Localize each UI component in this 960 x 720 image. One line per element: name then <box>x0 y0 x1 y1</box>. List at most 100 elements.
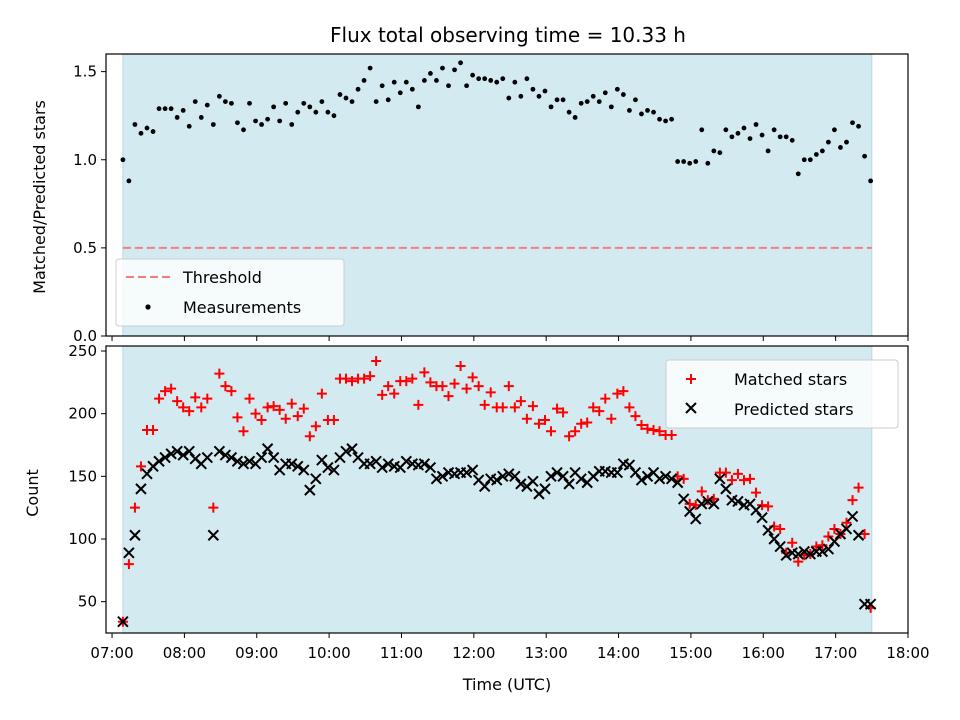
matched-star-point <box>455 361 466 372</box>
matched-star-point <box>521 413 532 424</box>
predicted-star-point <box>503 468 515 480</box>
predicted-star-point <box>864 598 877 610</box>
predicted-star-point <box>641 470 654 483</box>
predicted-star-point <box>840 523 853 535</box>
predicted-star-point <box>328 464 340 476</box>
matched-star-point <box>244 393 255 404</box>
measurement-point <box>705 160 711 166</box>
measurement-point <box>156 106 162 112</box>
predicted-star-point <box>792 548 804 560</box>
x-axis-label: Time (UTC) <box>462 675 551 694</box>
predicted-star-point <box>557 470 569 483</box>
predicted-star-point <box>671 476 684 489</box>
measurement-point <box>138 130 144 136</box>
measurement-point <box>126 178 132 184</box>
matched-star-point <box>793 556 804 567</box>
measurement-point <box>198 115 204 120</box>
predicted-star-point <box>424 461 437 474</box>
measurement-point <box>349 99 355 104</box>
matched-star-point <box>594 406 605 417</box>
count-legend-frame <box>665 359 899 429</box>
count-panel: 50 100 150 200 250 07:00 08:00 09:00 10:00 11:00 1… <box>23 342 930 694</box>
measurement-point <box>687 160 693 166</box>
predicted-star-point <box>346 443 358 455</box>
predicted-star-point <box>509 470 521 483</box>
measurement-point <box>608 104 614 110</box>
matched-star-point <box>527 401 538 412</box>
measurement-point <box>446 83 451 89</box>
matched-star-point <box>129 502 140 513</box>
measurement-point <box>186 123 192 129</box>
measurement-point <box>675 159 681 164</box>
measurement-point <box>669 116 675 122</box>
measurement-point <box>313 109 319 115</box>
predicted-star-point <box>497 470 509 483</box>
measurement-point <box>807 157 813 163</box>
matched-star-point <box>751 487 762 498</box>
y-tick-label: 100 <box>68 530 97 548</box>
matched-star-point <box>178 402 189 413</box>
predicted-star-point <box>774 540 786 553</box>
measurement-point <box>403 79 409 85</box>
matched-star-point <box>558 407 569 418</box>
measurement-point <box>765 148 771 154</box>
matched-star-point <box>570 426 581 437</box>
measurement-point <box>283 100 289 106</box>
matched-star-point <box>485 387 496 398</box>
x-tick-label: 08:00 <box>163 644 206 662</box>
matched-star-point <box>443 391 454 402</box>
measurement-point <box>265 116 271 122</box>
matched-star-point <box>588 402 599 413</box>
measurement-point <box>699 127 705 133</box>
predicted-star-point <box>551 466 563 479</box>
predicted-star-point <box>316 454 328 466</box>
measurement-point <box>331 113 337 119</box>
measurement-point <box>651 109 656 115</box>
predicted-star-point <box>714 473 726 485</box>
predicted-star-point <box>635 474 648 486</box>
measurement-point <box>144 125 150 131</box>
matched-star-point <box>135 461 146 472</box>
matched-star-point <box>316 388 327 399</box>
measurement-point <box>210 122 216 127</box>
measurement-point <box>150 129 156 134</box>
matched-star-point <box>304 431 315 442</box>
matched-star-point <box>757 500 768 511</box>
legend-predicted-label: Predicted stars <box>734 400 854 419</box>
ratio-legend-frame <box>115 258 345 327</box>
matched-star-point <box>600 393 611 404</box>
matched-star-point <box>811 541 822 552</box>
predicted-star-point <box>822 543 835 555</box>
matched-star-point <box>654 426 665 437</box>
measurement-point <box>452 67 457 73</box>
predicted-star-point <box>135 483 147 495</box>
matched-star-point <box>262 402 273 413</box>
predicted-star-point <box>117 616 129 628</box>
predicted-star-point <box>286 458 298 470</box>
measurement-point <box>868 178 874 184</box>
matched-star-point <box>154 393 165 404</box>
matched-star-point <box>292 411 303 422</box>
measurement-point <box>409 86 415 92</box>
matched-star-point <box>745 473 756 484</box>
matched-star-point <box>775 523 786 534</box>
matched-star-point <box>166 383 177 394</box>
measurement-point <box>693 159 699 164</box>
matched-star-point <box>407 373 418 384</box>
predicted-star-point <box>159 451 171 464</box>
predicted-star-point <box>207 529 220 541</box>
matched-star-point <box>437 381 448 392</box>
predicted-star-point <box>261 443 274 455</box>
y-tick-label: 50 <box>78 593 97 611</box>
measurement-point <box>560 97 566 103</box>
predicted-star-point <box>653 473 666 485</box>
matched-star-point <box>250 408 261 419</box>
measurement-point <box>771 127 777 133</box>
ratio-y-label: Matched/Predicted stars <box>30 100 49 294</box>
predicted-star-point <box>563 478 575 490</box>
measurement-point <box>482 76 488 82</box>
matched-star-point <box>220 381 231 392</box>
predicted-star-point <box>201 451 214 464</box>
predicted-star-point <box>478 480 491 493</box>
matched-star-point <box>280 413 291 424</box>
